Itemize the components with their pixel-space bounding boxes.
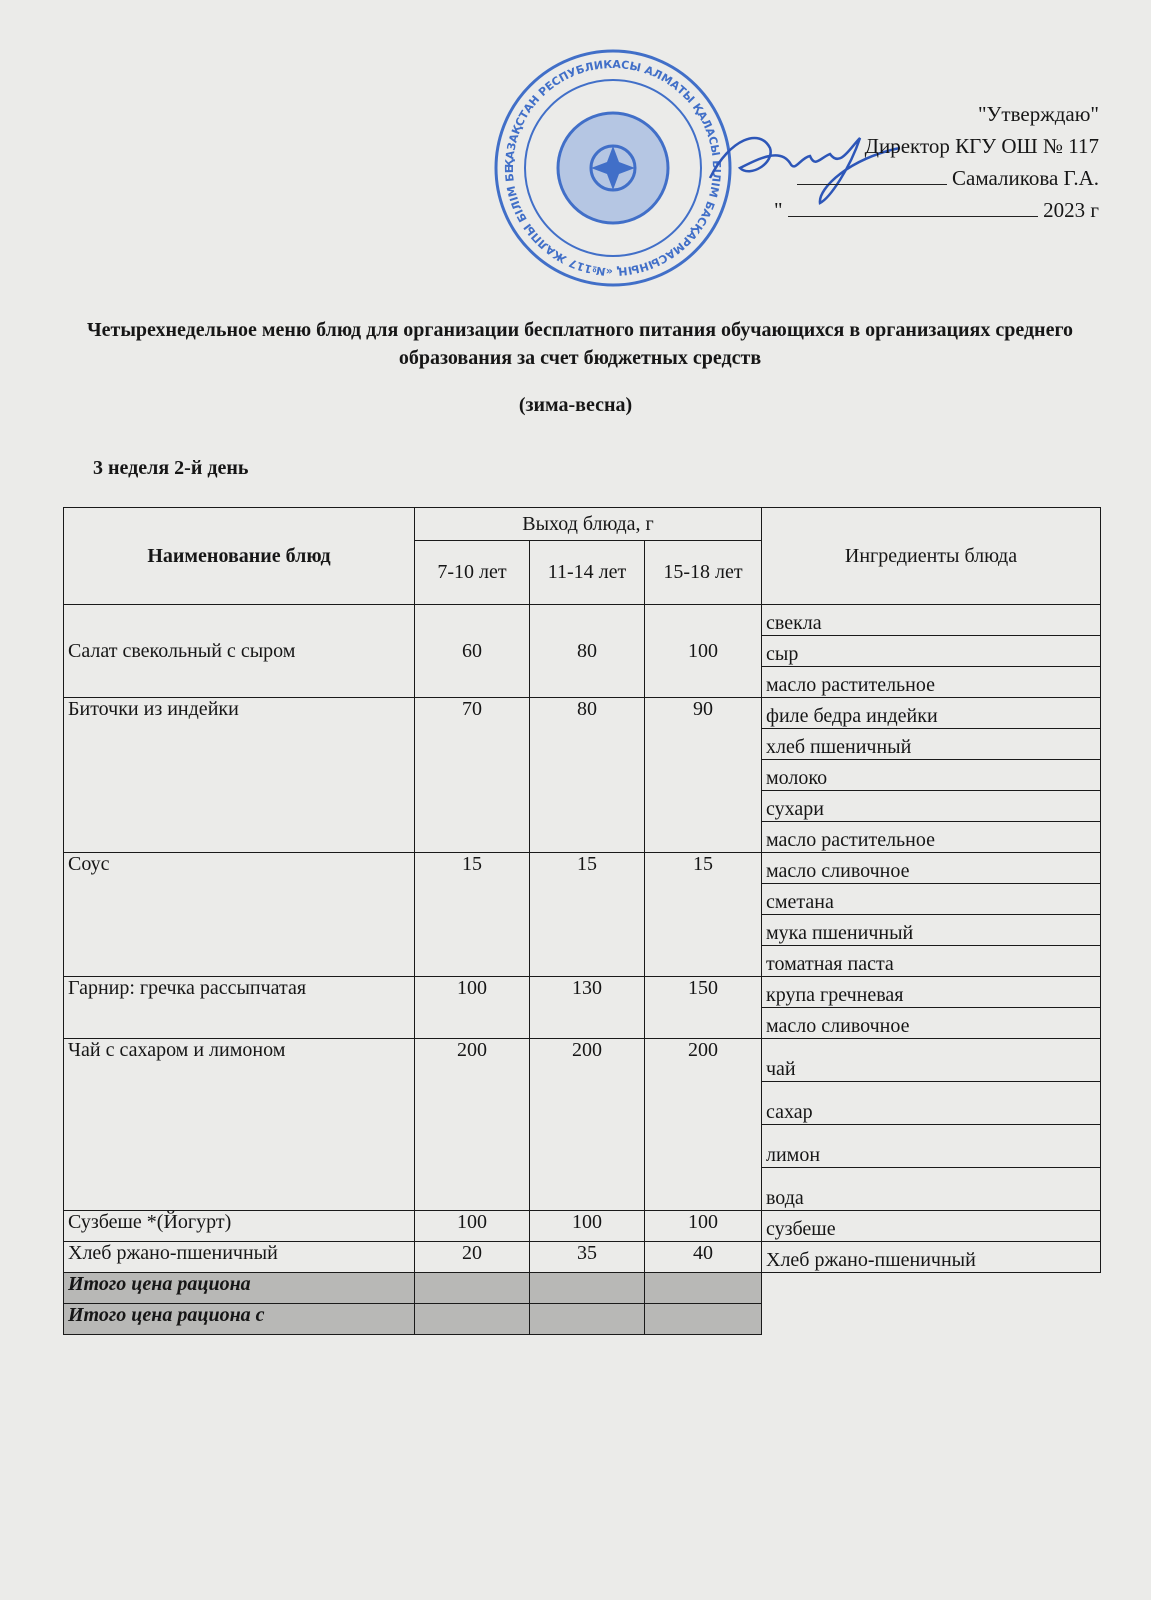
table-row: мука пшеничный bbox=[64, 914, 1101, 946]
year: 2023 г bbox=[1043, 198, 1099, 222]
table-row: масло сливочное bbox=[64, 1007, 1101, 1039]
total-value bbox=[644, 1303, 762, 1335]
director-name: Самаликова Г.А. bbox=[952, 166, 1099, 190]
ingredient: масло растительное bbox=[761, 666, 1101, 698]
empty-cell bbox=[762, 1273, 1101, 1304]
ingredient: крупа гречневая bbox=[761, 976, 1101, 1008]
dish-yield: 80 bbox=[529, 604, 645, 698]
total-value bbox=[529, 1272, 645, 1304]
table-row: Хлеб ржано-пшеничный 20 35 40 Хлеб ржано-пше… bbox=[63, 1241, 1101, 1273]
dish-yield: 150 bbox=[644, 976, 762, 1039]
header-age-15-18: 15-18 лет bbox=[644, 540, 762, 605]
dish-name: Салат свекольный с сыром bbox=[63, 604, 415, 698]
signature bbox=[708, 136, 901, 205]
table-row: хлеб пшеничный bbox=[64, 728, 1101, 760]
dish-yield: 200 bbox=[644, 1038, 762, 1211]
dish-name: Биточки из индейки bbox=[63, 697, 415, 853]
signature-line bbox=[796, 184, 947, 185]
table-row: Сузбеше *(Йогурт) 100 100 100 сузбеше bbox=[63, 1210, 1101, 1242]
date-line bbox=[787, 216, 1038, 217]
total-label: Итого цена рациона с bbox=[63, 1303, 415, 1335]
dish-yield: 70 bbox=[414, 697, 530, 853]
table-row: Салат свекольный с сыром 60 80 100 свекла bbox=[63, 604, 1101, 698]
ingredient: сухари bbox=[761, 790, 1101, 822]
dish-name: Чай с сахаром и лимоном bbox=[63, 1038, 415, 1211]
ingredient: масло сливочное bbox=[761, 852, 1101, 884]
dish-yield: 15 bbox=[529, 852, 645, 977]
empty-cell bbox=[762, 1304, 1101, 1335]
dish-yield: 200 bbox=[529, 1038, 645, 1211]
season: (зима-весна) bbox=[518, 394, 633, 416]
ingredient: чай bbox=[761, 1038, 1101, 1082]
header-age-11-14: 11-14 лет bbox=[529, 540, 645, 605]
dish-yield: 15 bbox=[414, 852, 530, 977]
dish-yield: 200 bbox=[414, 1038, 530, 1211]
dish-name: Хлеб ржано-пшеничный bbox=[63, 1241, 415, 1273]
official-stamp: ҚАЗАҚСТАН РЕСПУБЛИКАСЫ АЛМАТЫ ҚАЛАСЫ БІЛ… bbox=[493, 48, 732, 287]
table-row: сыр bbox=[64, 635, 1101, 667]
ingredient: томатная паста bbox=[761, 945, 1101, 977]
header-yield: Выход блюда, г bbox=[414, 506, 762, 542]
dish-yield: 20 bbox=[414, 1241, 530, 1273]
table-row: молоко bbox=[64, 759, 1101, 791]
director-position: Директор КГУ ОШ № 117 bbox=[864, 134, 1099, 158]
dish-yield: 100 bbox=[644, 1210, 762, 1242]
table-row: Биточки из индейки 70 80 90 филе бедра индей… bbox=[63, 697, 1101, 853]
dish-yield: 40 bbox=[644, 1241, 762, 1273]
date-quote: " bbox=[774, 198, 783, 222]
table-row: сахар bbox=[64, 1081, 1101, 1125]
ingredient: Хлеб ржано-пшеничный bbox=[761, 1241, 1101, 1273]
ingredient: масло сливочное bbox=[761, 1007, 1101, 1039]
approval-block: "Утверждаю" Директор КГУ ОШ № 117 Самали… bbox=[774, 98, 1099, 226]
ingredient: сузбеше bbox=[761, 1210, 1101, 1242]
ingredient: лимон bbox=[761, 1124, 1101, 1168]
approve-label: "Утверждаю" bbox=[977, 102, 1099, 126]
header-ingredients: Ингредиенты блюда bbox=[761, 507, 1101, 605]
total-row: Итого цена рациона с bbox=[63, 1303, 1101, 1335]
table-row: лимон bbox=[64, 1124, 1101, 1168]
dish-name: Гарнир: гречка рассыпчатая bbox=[63, 976, 415, 1039]
ingredient: вода bbox=[761, 1167, 1101, 1211]
total-value bbox=[529, 1303, 645, 1335]
table-row: масло растительное bbox=[64, 821, 1101, 853]
dish-name: Сузбеше *(Йогурт) bbox=[63, 1210, 415, 1242]
dish-yield: 100 bbox=[644, 604, 762, 698]
dish-yield: 15 bbox=[644, 852, 762, 977]
dish-yield: 100 bbox=[414, 1210, 530, 1242]
ingredient: сметана bbox=[761, 883, 1101, 915]
dish-yield: 100 bbox=[529, 1210, 645, 1242]
dish-yield: 60 bbox=[414, 604, 530, 698]
dish-yield: 90 bbox=[644, 697, 762, 853]
dish-yield: 130 bbox=[529, 976, 645, 1039]
dish-yield: 35 bbox=[529, 1241, 645, 1273]
total-label: Итого цена рациона bbox=[63, 1272, 415, 1304]
ingredient: сыр bbox=[761, 635, 1101, 667]
table-row: Гарнир: гречка рассыпчатая 100 130 150 крупа… bbox=[63, 976, 1101, 1039]
document-title: Четырехнедельное меню блюд для организац… bbox=[86, 319, 1074, 369]
ingredient: свекла bbox=[761, 604, 1101, 636]
ingredient: масло растительное bbox=[761, 821, 1101, 853]
ingredient: сахар bbox=[761, 1081, 1101, 1125]
menu-table: Наименование блюд Выход блюда, г Ингреди… bbox=[63, 506, 1101, 1335]
ingredient: филе бедра индейки bbox=[761, 697, 1101, 729]
table-row: Чай с сахаром и лимоном 200 200 200 чай bbox=[63, 1038, 1101, 1211]
table-row: масло растительное bbox=[64, 666, 1101, 698]
total-value bbox=[414, 1303, 530, 1335]
dish-yield: 80 bbox=[529, 697, 645, 853]
ingredient: хлеб пшеничный bbox=[761, 728, 1101, 760]
total-value bbox=[414, 1272, 530, 1304]
dish-yield: 100 bbox=[414, 976, 530, 1039]
total-value bbox=[644, 1272, 762, 1304]
dish-name: Соус bbox=[63, 852, 415, 977]
table-row: Соус 15 15 15 масло сливочное bbox=[63, 852, 1101, 977]
ingredient: молоко bbox=[761, 759, 1101, 791]
week-day: 3 неделя 2-й день bbox=[93, 457, 249, 479]
ingredient: мука пшеничный bbox=[761, 914, 1101, 946]
header-name: Наименование блюд bbox=[63, 507, 415, 605]
header-age-7-10: 7-10 лет bbox=[414, 540, 530, 605]
table-row: сухари bbox=[64, 790, 1101, 822]
total-row: Итого цена рациона bbox=[63, 1272, 1101, 1304]
